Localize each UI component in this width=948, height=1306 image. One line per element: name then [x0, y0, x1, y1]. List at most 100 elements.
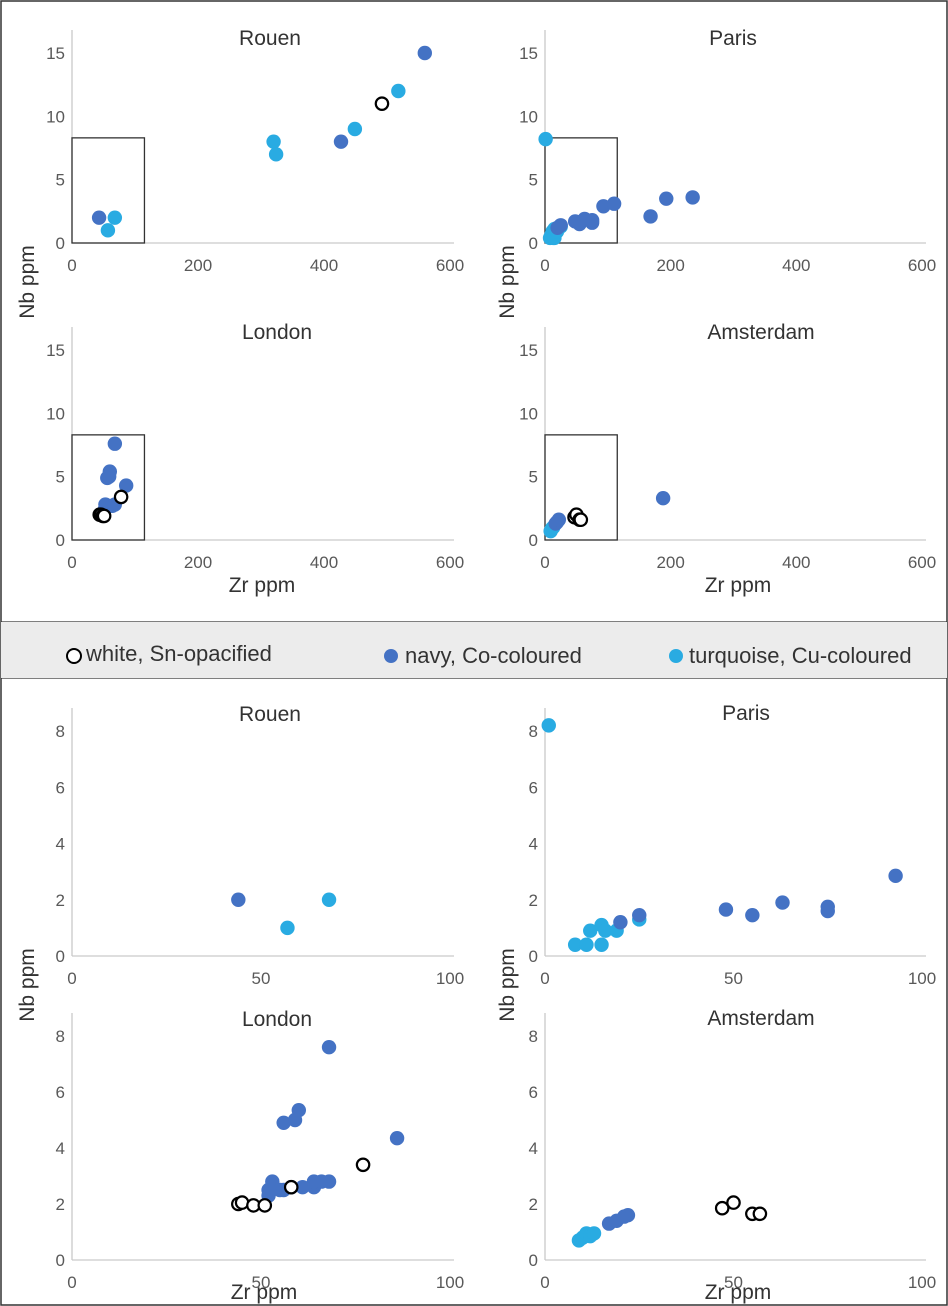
panel-title: Paris — [722, 702, 770, 725]
y-axis-label-top-left: Nb ppm — [16, 245, 39, 319]
panel-rouen-full: 0 200 400 600 0 5 10 15 Rouen — [46, 27, 464, 275]
y-tick-label: 2 — [529, 1195, 538, 1214]
x-tick-label: 600 — [436, 553, 464, 572]
y-tick-label: 15 — [46, 341, 65, 360]
point-navy — [333, 134, 349, 149]
x-tick-label: 0 — [67, 1273, 76, 1292]
panel-title: Amsterdam — [707, 1007, 814, 1030]
point-navy — [231, 892, 246, 907]
y-tick-label: 0 — [529, 1251, 538, 1270]
point-navy — [276, 1115, 291, 1131]
point-white — [257, 1198, 273, 1213]
y-tick-label: 0 — [56, 1251, 65, 1270]
point-turquoise — [598, 923, 613, 938]
point-turquoise — [266, 134, 281, 149]
x-tick-label: 200 — [184, 256, 212, 275]
point-navy — [321, 1174, 337, 1189]
point-navy — [295, 1180, 310, 1195]
x-axis-label-top-left: Zr ppm — [229, 574, 296, 597]
point-navy — [291, 1103, 306, 1118]
x-tick-label: 0 — [67, 256, 76, 275]
axis-labels: Nb ppm Nb ppm Zr ppm Zr ppm Nb ppm Nb pp… — [16, 245, 771, 1304]
x-tick-label: 0 — [540, 969, 549, 988]
y-tick-label: 15 — [519, 44, 538, 63]
point-turquoise — [280, 920, 295, 936]
zoom-region-box — [544, 434, 618, 541]
zoom-region-box — [544, 137, 618, 244]
point-turquoise — [391, 83, 406, 99]
point-navy — [655, 491, 671, 506]
point-turquoise — [100, 223, 116, 238]
panel-paris-full: 0 200 400 600 0 5 10 15 Paris — [519, 27, 936, 275]
x-axis-label-bottom-left: Zr ppm — [231, 1281, 298, 1304]
x-axis-label-top-right: Zr ppm — [705, 574, 772, 597]
legend-band — [1, 622, 947, 678]
y-tick-label: 4 — [56, 1139, 65, 1158]
point-turquoise — [347, 121, 363, 137]
y-tick-label: 15 — [519, 341, 538, 360]
legend: white, Sn-opacified navy, Co-coloured tu… — [1, 622, 947, 678]
zoom-region-box — [71, 137, 146, 244]
point-navy — [775, 895, 790, 910]
point-navy — [820, 903, 835, 919]
panel-title: Paris — [709, 27, 757, 50]
y-tick-label: 6 — [56, 778, 65, 797]
point-navy — [584, 215, 600, 230]
point-white — [283, 1179, 299, 1195]
x-tick-label: 100 — [436, 1273, 464, 1292]
point-navy — [643, 209, 658, 224]
x-tick-label: 400 — [782, 553, 810, 572]
point-navy — [102, 464, 118, 479]
x-tick-label: 600 — [908, 256, 936, 275]
y-tick-label: 0 — [529, 947, 538, 966]
y-tick-label: 10 — [519, 404, 538, 423]
y-tick-label: 5 — [56, 171, 65, 190]
point-navy — [632, 908, 647, 923]
point-white — [726, 1195, 741, 1210]
point-navy — [118, 478, 134, 493]
x-tick-label: 0 — [67, 969, 76, 988]
x-tick-label: 600 — [436, 256, 464, 275]
point-white — [374, 96, 390, 111]
x-axis-label-bottom-right: Zr ppm — [705, 1281, 772, 1304]
point-navy — [91, 210, 107, 225]
panel-title: Rouen — [239, 27, 301, 50]
y-tick-label: 2 — [56, 891, 65, 910]
point-white — [355, 1157, 371, 1173]
x-tick-label: 0 — [67, 553, 76, 572]
point-navy — [888, 868, 903, 884]
point-navy — [685, 190, 700, 205]
panel-london-full: 0 200 400 600 0 5 10 15 London — [46, 321, 464, 572]
point-navy — [553, 218, 568, 233]
x-tick-label: 0 — [540, 256, 549, 275]
y-tick-label: 4 — [56, 835, 65, 854]
panel-title: Amsterdam — [707, 321, 814, 344]
point-turquoise — [541, 718, 556, 733]
point-white — [714, 1200, 730, 1216]
legend-label-turquoise: turquoise, Cu-coloured — [689, 643, 912, 668]
point-white — [113, 489, 129, 505]
point-turquoise — [321, 892, 337, 907]
y-tick-label: 4 — [529, 1139, 538, 1158]
x-tick-label: 200 — [656, 256, 684, 275]
x-tick-label: 50 — [252, 1273, 271, 1292]
y-tick-label: 5 — [529, 468, 538, 487]
legend-marker-turquoise — [669, 649, 683, 663]
y-tick-label: 15 — [46, 44, 65, 63]
y-tick-label: 8 — [56, 1027, 65, 1046]
y-tick-label: 0 — [529, 234, 538, 253]
y-tick-label: 6 — [529, 1083, 538, 1102]
legend-label-navy: navy, Co-coloured — [405, 643, 582, 668]
y-tick-label: 6 — [529, 778, 538, 797]
x-tick-label: 600 — [908, 553, 936, 572]
panel-title: London — [242, 321, 312, 344]
y-tick-label: 4 — [529, 835, 538, 854]
point-white — [752, 1206, 768, 1222]
y-tick-label: 10 — [46, 404, 65, 423]
point-turquoise — [268, 147, 284, 162]
point-navy — [417, 45, 432, 61]
x-tick-label: 0 — [540, 553, 549, 572]
point-turquoise — [538, 131, 553, 147]
panel-amsterdam-zoom: 0 50 100 0 2 4 6 8 Amsterdam — [529, 1007, 937, 1292]
